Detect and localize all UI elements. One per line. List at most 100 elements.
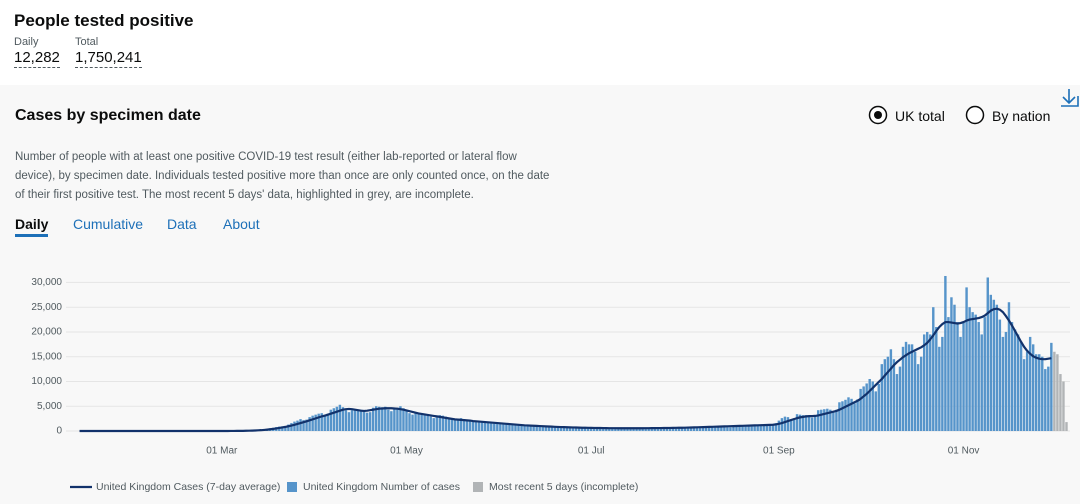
bar [368, 412, 372, 431]
bar [353, 409, 357, 431]
bar [281, 426, 284, 431]
bar [929, 334, 932, 431]
bar [665, 428, 669, 431]
bar [520, 424, 523, 431]
bar [641, 428, 644, 431]
bar [1004, 331, 1008, 431]
bar [708, 427, 711, 431]
tab[interactable]: Data [167, 216, 197, 232]
bar [441, 415, 445, 431]
bar [541, 425, 544, 431]
total-value[interactable]: 1,750,241 [75, 49, 142, 68]
radio-selected[interactable] [868, 105, 888, 125]
bar [938, 346, 941, 431]
radio-label[interactable]: By nation [992, 108, 1051, 124]
bar [420, 413, 423, 431]
bar [901, 346, 905, 431]
bar [320, 413, 323, 431]
bar [626, 428, 629, 431]
bar [835, 409, 838, 431]
daily-value[interactable]: 12,282 [14, 49, 60, 68]
bar [378, 406, 381, 431]
bar [832, 412, 835, 431]
bar [429, 416, 432, 431]
bar [414, 412, 417, 431]
bar [426, 415, 429, 431]
download-icon[interactable] [1058, 86, 1080, 110]
bar [735, 425, 738, 431]
bar [756, 424, 759, 431]
bar [302, 420, 305, 431]
bar [565, 427, 569, 431]
bar [623, 428, 626, 431]
bar [344, 410, 348, 431]
tab[interactable]: Cumulative [73, 216, 144, 232]
bar [750, 426, 753, 431]
bar [956, 322, 959, 431]
bar [384, 406, 387, 431]
bar [892, 359, 896, 431]
bar [868, 379, 871, 431]
description: Number of people with at least one posit… [15, 151, 550, 201]
bar [614, 428, 617, 431]
bar [562, 426, 566, 431]
bar [632, 428, 635, 431]
bar [944, 275, 947, 431]
bar [813, 416, 817, 431]
bar [553, 426, 557, 431]
bar [408, 413, 411, 431]
bar [962, 322, 965, 431]
bar [647, 427, 650, 431]
bar [765, 425, 768, 431]
bar [375, 406, 378, 431]
bar [580, 428, 584, 431]
bar [862, 386, 865, 431]
bar [823, 409, 826, 431]
tab[interactable]: About [223, 216, 260, 232]
bar [499, 423, 502, 431]
bar [326, 413, 329, 431]
bar [1022, 359, 1026, 431]
bar [1035, 354, 1038, 431]
bar [907, 344, 911, 431]
bar [490, 422, 493, 431]
bar [505, 423, 508, 431]
bar [299, 419, 302, 431]
bar [611, 428, 614, 431]
bar [296, 420, 299, 431]
bar [332, 408, 336, 431]
bar [571, 427, 575, 431]
bar [947, 317, 950, 431]
bar [471, 421, 475, 431]
bar [768, 425, 771, 431]
bar [792, 418, 796, 431]
bar [496, 424, 499, 431]
bar [971, 312, 974, 431]
tab-selected[interactable]: Daily [15, 216, 49, 237]
bar [1056, 354, 1059, 431]
bar [1053, 351, 1056, 431]
bar [535, 426, 538, 431]
bar [365, 412, 369, 431]
bar [711, 426, 714, 431]
bar [1010, 322, 1014, 431]
bar [617, 428, 620, 431]
bar [826, 408, 829, 431]
bar [723, 426, 726, 431]
bar [480, 421, 484, 431]
bar [1001, 336, 1005, 431]
bar [913, 351, 917, 431]
bar [844, 399, 847, 431]
bar [801, 415, 805, 431]
radio[interactable] [965, 105, 985, 125]
bar [1047, 366, 1050, 431]
bar [620, 428, 623, 431]
bar [341, 407, 345, 431]
x-tick-label: 01 Sep [763, 446, 795, 457]
radio-label[interactable]: UK total [895, 108, 945, 124]
bar [850, 398, 853, 431]
bar [777, 420, 781, 431]
bar [656, 428, 659, 431]
total-label: Total [75, 36, 99, 48]
